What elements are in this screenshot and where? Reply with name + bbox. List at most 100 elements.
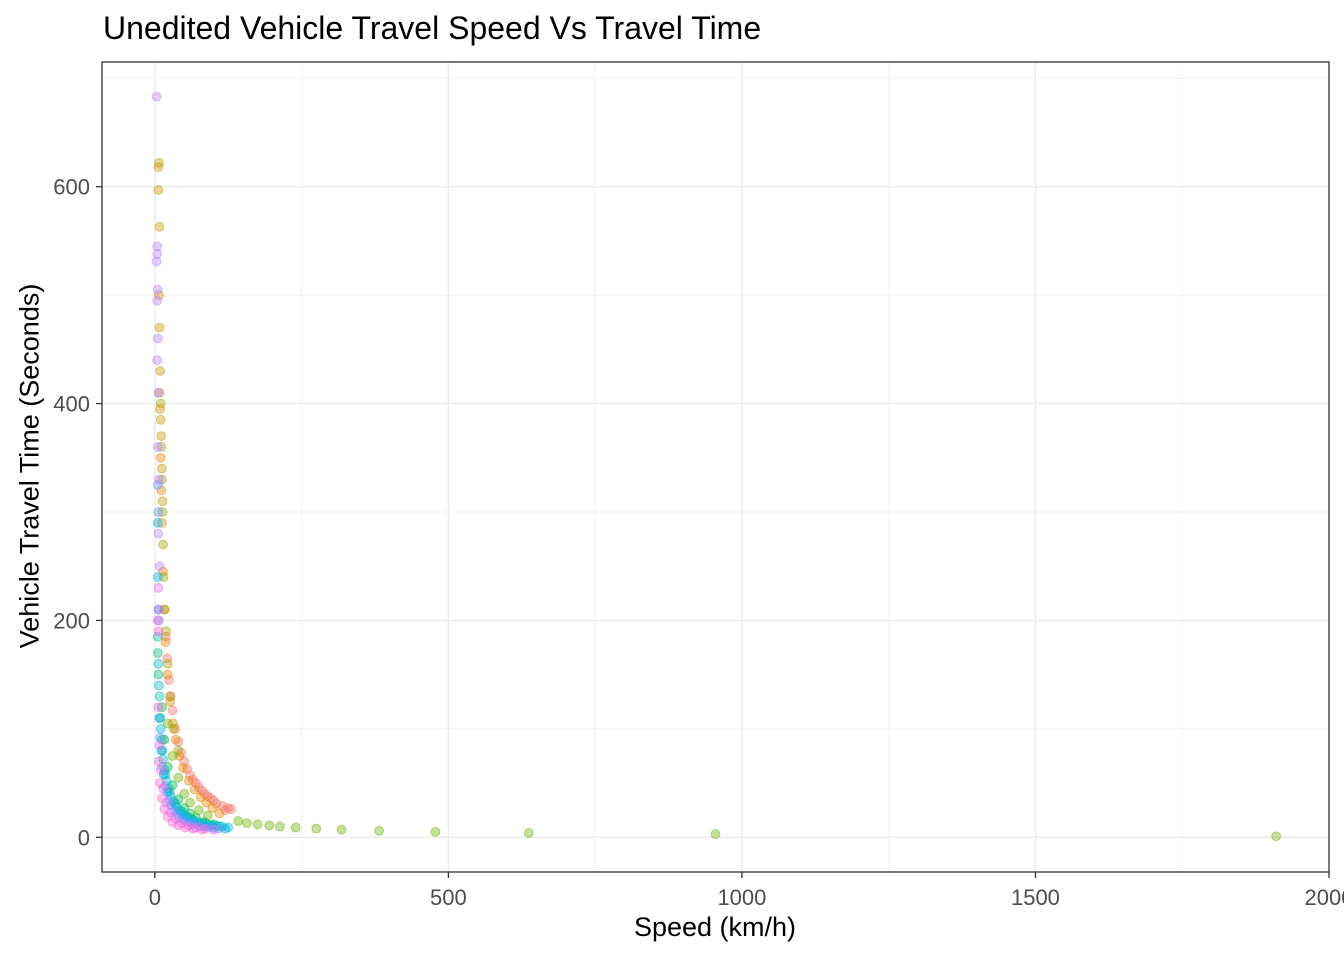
- data-point: [157, 496, 168, 507]
- data-point: [154, 740, 165, 751]
- data-point: [173, 820, 184, 831]
- data-point: [152, 241, 163, 252]
- data-point: [154, 221, 165, 232]
- data-point: [162, 718, 173, 729]
- data-point: [155, 414, 166, 425]
- data-point: [154, 713, 165, 723]
- data-point: [196, 824, 207, 835]
- y-tick-label: 600: [53, 175, 90, 200]
- x-tick-label: 1500: [1011, 885, 1060, 910]
- data-point: [153, 669, 164, 680]
- data-point: [214, 808, 225, 819]
- data-point: [167, 705, 178, 716]
- x-tick-label: 1000: [717, 885, 766, 910]
- minor-gridlines: [102, 62, 1329, 872]
- data-point: [523, 828, 534, 838]
- data-point: [1271, 831, 1282, 842]
- data-point: [220, 805, 231, 816]
- data-point: [154, 561, 165, 572]
- data-point: [153, 185, 164, 195]
- data-point: [156, 485, 167, 496]
- data-point: [152, 355, 163, 366]
- data-point: [155, 452, 166, 463]
- data-point: [162, 669, 173, 680]
- data-point: [159, 804, 170, 815]
- x-tick-label: 500: [430, 885, 467, 910]
- data-point: [152, 517, 163, 528]
- y-tick-label: 0: [78, 825, 90, 850]
- data-point: [226, 804, 237, 815]
- data-point: [336, 824, 347, 835]
- data-point: [189, 784, 200, 795]
- data-point: [430, 826, 441, 837]
- data-point: [156, 463, 167, 474]
- data-point: [158, 783, 168, 794]
- data-point: [151, 256, 162, 267]
- data-point: [374, 825, 385, 836]
- data-point: [152, 295, 163, 306]
- data-point: [152, 249, 163, 259]
- data-point: [183, 776, 194, 786]
- data-point: [153, 528, 164, 539]
- data-point: [152, 615, 163, 626]
- data-point: [220, 823, 231, 834]
- data-point: [233, 816, 244, 826]
- data-point: [154, 680, 164, 691]
- data-point: [158, 539, 168, 550]
- data-point: [155, 723, 166, 734]
- scatter-points: [151, 91, 1282, 842]
- data-point: [252, 819, 263, 830]
- data-point: [152, 333, 163, 344]
- data-point: [290, 822, 301, 833]
- data-point: [264, 820, 275, 831]
- data-point: [155, 366, 166, 376]
- data-point: [156, 442, 167, 452]
- data-point: [153, 387, 164, 398]
- data-point: [178, 763, 188, 773]
- y-axis-title: Vehicle Travel Time (Seconds): [14, 283, 45, 649]
- data-point: [154, 322, 165, 333]
- data-point: [153, 658, 164, 669]
- data-point: [188, 823, 198, 834]
- data-point: [161, 626, 171, 637]
- data-point: [154, 756, 164, 767]
- data-point: [156, 431, 167, 441]
- data-point: [311, 823, 322, 834]
- data-point: [153, 626, 164, 637]
- data-point: [154, 604, 164, 615]
- data-point: [160, 637, 171, 648]
- data-point: [195, 792, 206, 803]
- data-point: [167, 751, 178, 761]
- data-point: [208, 824, 219, 835]
- data-point: [155, 732, 166, 743]
- data-point: [154, 474, 164, 485]
- data-point: [153, 162, 164, 173]
- major-gridlines: [102, 62, 1330, 872]
- data-point: [152, 442, 163, 452]
- x-tick-label: 0: [149, 885, 161, 910]
- data-point: [152, 284, 163, 295]
- data-point: [151, 91, 162, 102]
- x-axis-title: Speed (km/h): [633, 912, 797, 942]
- data-point: [152, 572, 163, 582]
- data-point: [274, 821, 285, 832]
- data-point: [162, 658, 173, 669]
- data-point: [155, 765, 166, 775]
- data-point: [165, 696, 176, 707]
- data-point: [153, 583, 164, 593]
- chart-title: Unedited Vehicle Travel Speed Vs Travel …: [103, 10, 762, 46]
- data-point: [165, 691, 176, 702]
- data-point: [171, 734, 181, 745]
- data-point: [155, 398, 166, 409]
- data-point: [153, 507, 164, 517]
- data-point: [156, 793, 167, 804]
- data-point: [154, 691, 165, 702]
- data-point: [710, 829, 721, 839]
- data-point: [155, 778, 166, 788]
- y-tick-label: 400: [53, 392, 90, 417]
- data-point: [153, 702, 164, 713]
- panel-border: [101, 61, 1330, 873]
